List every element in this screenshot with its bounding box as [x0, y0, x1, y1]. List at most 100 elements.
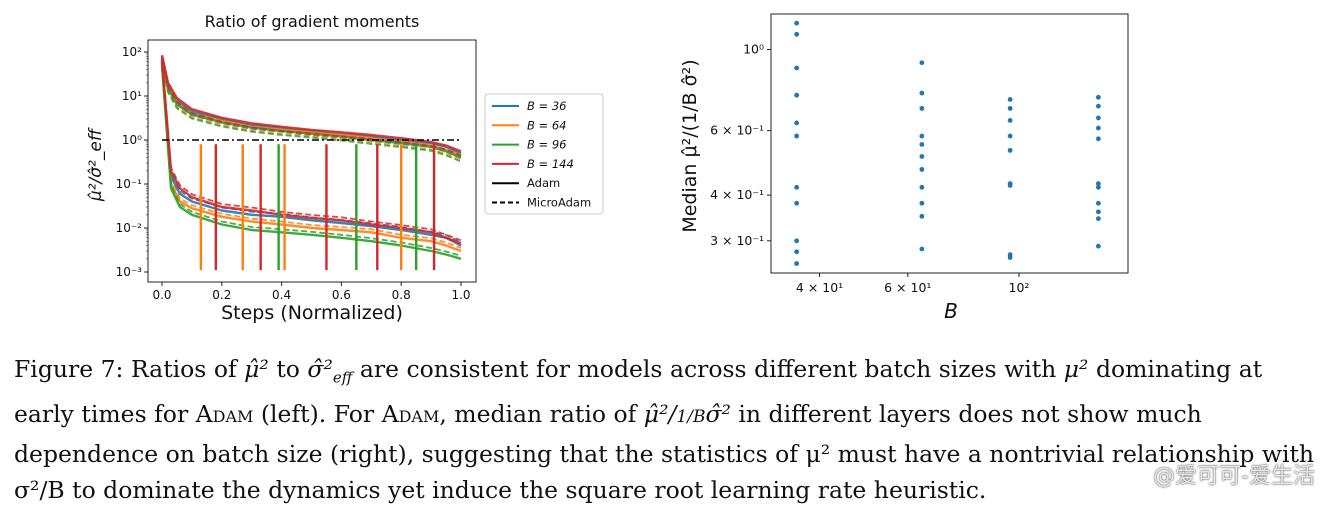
caption-line-4: σ²/B to dominate the dynamics yet induce… [14, 476, 987, 505]
scatter-point [1095, 216, 1101, 222]
scatter-point [794, 133, 800, 139]
scatter-point [1095, 209, 1101, 215]
y-tick-label: 10⁰ [743, 41, 764, 56]
scatter-point [1095, 136, 1101, 142]
legend-label: B = 96 [527, 138, 566, 152]
scatter-point [919, 154, 925, 159]
scatter-point [1007, 147, 1013, 153]
right-chart-ylabel: Median μ̂²/(1/B σ̂²) [679, 59, 701, 232]
scatter-point [919, 184, 925, 190]
scatter-point [1095, 243, 1101, 249]
caption-text: Figure 7: Ratios of [14, 355, 245, 383]
series-dashed-3 [161, 58, 462, 157]
series-line-5 [160, 63, 462, 253]
caption-text: to [268, 355, 308, 383]
left-axes-frame [147, 39, 477, 283]
caption-smallcaps: Adam [381, 400, 440, 429]
scatter-point [919, 142, 925, 147]
caption-math: μ̂²/ [643, 400, 677, 429]
left-chart-title: Ratio of gradient moments [205, 12, 420, 31]
watermark: @爱可可-爱生活 [1153, 464, 1315, 489]
x-tick-label: 0.8 [392, 288, 411, 302]
scatter-point [919, 200, 925, 206]
scatter-point [794, 200, 800, 206]
scatter-point [919, 60, 925, 66]
left-chart-legend: B = 36 B = 64 B = 96 B = 144 Adam MicroAdam [484, 93, 604, 215]
caption-text: in different layers does not show much [730, 400, 1202, 429]
scatter-point [919, 246, 925, 252]
scatter-point [1007, 183, 1013, 188]
legend-label: MicroAdam [527, 196, 591, 210]
series-dashed-7 [161, 57, 462, 242]
legend-label: B = 144 [527, 157, 574, 171]
caption-text: (left). For [253, 400, 382, 429]
scatter-point [919, 90, 925, 96]
caption-math-fraction: 1/B [676, 407, 706, 428]
scatter-point [794, 249, 800, 255]
scatter-point [1095, 125, 1101, 131]
y-tick-label: 10⁻¹ [116, 177, 143, 191]
x-tick-label: 4 × 10¹ [796, 280, 843, 295]
caption-math: μ² [1063, 355, 1089, 383]
y-tick-label: 6 × 10⁻¹ [710, 123, 764, 138]
caption-math: σ̂² [307, 355, 333, 383]
legend-label: Adam [527, 176, 560, 190]
caption-text: are consistent for models across differe… [352, 355, 1064, 383]
caption-line-1: Figure 7: Ratios of μ̂² to σ̂²eff are co… [14, 351, 1315, 396]
series-dashed-1 [161, 61, 462, 161]
x-tick-label: 0.4 [272, 288, 291, 302]
series-line-4 [160, 61, 462, 247]
caption-line-3: dependence on batch size (right), sugges… [14, 439, 1315, 468]
series-line-7 [160, 60, 462, 245]
caption-text: , median ratio of [439, 400, 644, 429]
scatter-point [1007, 133, 1013, 139]
series-dashed-5 [161, 60, 462, 249]
y-tick-label: 3 × 10⁻¹ [710, 233, 764, 248]
scatter-point [919, 167, 925, 172]
legend-label: B = 64 [527, 118, 566, 132]
caption-math: σ̂² [705, 400, 731, 429]
series-line-6 [160, 65, 462, 260]
scatter-point [794, 31, 800, 37]
scatter-point [1095, 184, 1101, 190]
left-chart-xlabel: Steps (Normalized) [221, 302, 403, 324]
caption-text: early times for [14, 400, 196, 429]
scatter-point [1007, 106, 1013, 111]
scatter-point [794, 238, 800, 244]
scatter-point [1095, 103, 1101, 109]
y-tick-label: 10² [122, 45, 142, 59]
y-tick-label: 10⁻³ [116, 265, 143, 279]
caption-line-2: early times for Adam (left). For Adam, m… [14, 396, 1315, 436]
caption-text: dominating at [1088, 355, 1263, 383]
caption-math: μ̂² [244, 355, 269, 383]
x-tick-label: 6 × 10¹ [884, 280, 931, 295]
scatter-point [1007, 117, 1013, 123]
scatter-point [794, 261, 800, 266]
gradient-moments-chart: Ratio of gradient moments Steps (Normali… [86, 12, 604, 324]
scatter-point [1007, 97, 1013, 102]
scatter-point [919, 133, 925, 139]
right-axes-frame [770, 13, 1129, 274]
caption-smallcaps: Adam [195, 400, 254, 429]
right-plot-area: 4 × 10¹ 6 × 10¹ 10² 10⁰ 6 × 10⁻¹ 4 × 10⁻¹ 3 × … [710, 13, 1129, 295]
x-tick-label: 0.6 [332, 288, 351, 302]
y-tick-label: 10⁻² [116, 221, 143, 235]
caption-math-subscript: eff [332, 368, 353, 387]
median-ratio-chart: B Median μ̂²/(1/B σ̂²) 4 × 10¹ 6 × 10¹ 10²… [679, 13, 1129, 323]
scatter-point [794, 184, 800, 190]
scatter-point [794, 92, 800, 98]
y-tick-label: 10⁰ [122, 133, 142, 147]
scatter-point [794, 120, 800, 126]
x-tick-label: 1.0 [451, 288, 470, 302]
scatter-point [1095, 181, 1101, 186]
x-tick-label: 0.0 [152, 288, 171, 302]
scatter-point [794, 65, 800, 71]
y-tick-label: 10¹ [122, 89, 142, 103]
series-line-3 [160, 54, 462, 153]
x-tick-label: 10² [1009, 280, 1030, 295]
scatter-point [919, 106, 925, 111]
right-chart-xlabel: B [944, 299, 958, 323]
scatter-point [1095, 115, 1101, 121]
scatter-point [919, 213, 925, 219]
legend-label: B = 36 [527, 99, 566, 113]
